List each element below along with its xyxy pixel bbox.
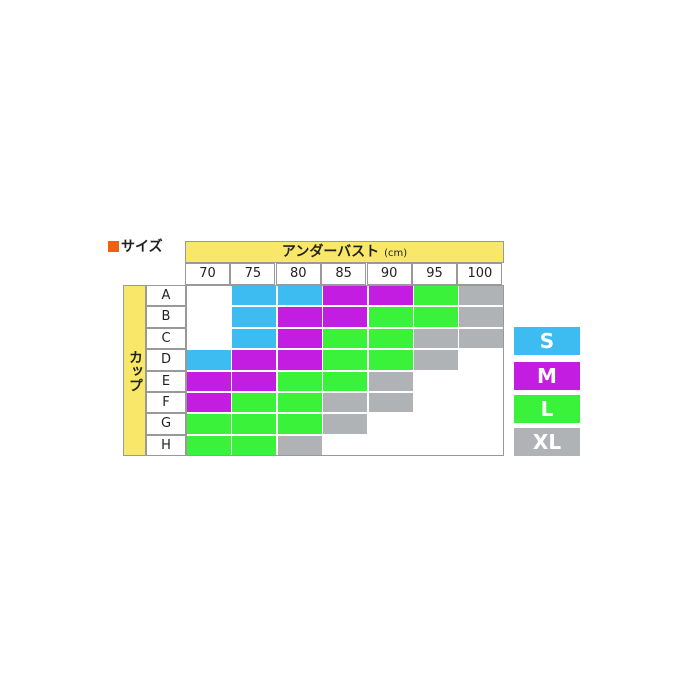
cell-D-70: [187, 350, 231, 370]
cell-D-75: [232, 350, 277, 370]
column-label: 95: [412, 263, 457, 285]
row-label: G: [146, 413, 186, 435]
cell-B-85: [323, 307, 368, 327]
cell-D-80: [277, 350, 322, 370]
column-label: 100: [457, 263, 503, 285]
cell-A-100: [459, 286, 504, 306]
cell-D-85: [323, 350, 368, 370]
cell-A-90: [368, 286, 413, 306]
column-label: 90: [366, 263, 412, 285]
cell-A-95: [414, 286, 458, 306]
cell-G-70: [187, 414, 231, 434]
cell-C-95: [414, 328, 458, 349]
cell-F-75: [232, 393, 277, 413]
cell-H-75: [232, 435, 277, 456]
column-label: 75: [230, 263, 276, 285]
cell-C-80: [277, 328, 322, 349]
cell-C-85: [323, 328, 368, 349]
cell-B-80: [277, 307, 322, 327]
cell-E-75: [232, 371, 277, 391]
orange-square-icon: [108, 240, 119, 252]
cell-G-80: [277, 414, 322, 434]
underbust-label: アンダーバスト: [281, 244, 380, 260]
cell-E-90: [368, 371, 413, 391]
cell-D-95: [414, 350, 458, 370]
underbust-header: アンダーバスト (cm): [185, 241, 504, 263]
cell-D-90: [368, 350, 413, 370]
column-label: 85: [321, 263, 367, 285]
cell-F-90: [368, 393, 413, 413]
table-body: [186, 285, 504, 456]
column-label: 80: [275, 263, 321, 285]
cell-H-70: [187, 435, 231, 456]
chart-title: サイズ: [108, 236, 163, 256]
cell-B-90: [368, 307, 413, 327]
unit-label: (cm): [384, 248, 408, 259]
cell-G-75: [232, 414, 277, 434]
cell-C-100: [459, 328, 504, 349]
row-label: C: [146, 327, 186, 350]
cell-G-85: [323, 414, 368, 434]
legend-S: S: [514, 327, 580, 355]
cell-F-70: [187, 393, 231, 413]
row-label: D: [146, 349, 186, 371]
row-label: B: [146, 306, 186, 328]
cell-H-80: [277, 435, 322, 456]
cell-E-85: [323, 371, 368, 391]
row-label: H: [146, 434, 186, 457]
row-label: F: [146, 392, 186, 414]
cell-B-75: [232, 307, 277, 327]
cell-F-80: [277, 393, 322, 413]
cell-C-90: [368, 328, 413, 349]
column-label: 70: [185, 263, 230, 285]
cell-A-85: [323, 286, 368, 306]
cell-C-75: [232, 328, 277, 349]
row-label: E: [146, 370, 186, 392]
title-text: サイズ: [121, 239, 163, 255]
cell-E-80: [277, 371, 322, 391]
cell-B-95: [414, 307, 458, 327]
cell-F-85: [323, 393, 368, 413]
cell-B-100: [459, 307, 504, 327]
cell-A-75: [232, 286, 277, 306]
row-label: A: [146, 285, 186, 307]
cup-header: カップ: [123, 285, 146, 456]
legend-XL: XL: [514, 428, 580, 456]
cell-A-80: [277, 286, 322, 306]
cell-E-70: [187, 371, 231, 391]
legend-M: M: [514, 362, 580, 390]
legend-L: L: [514, 395, 580, 423]
